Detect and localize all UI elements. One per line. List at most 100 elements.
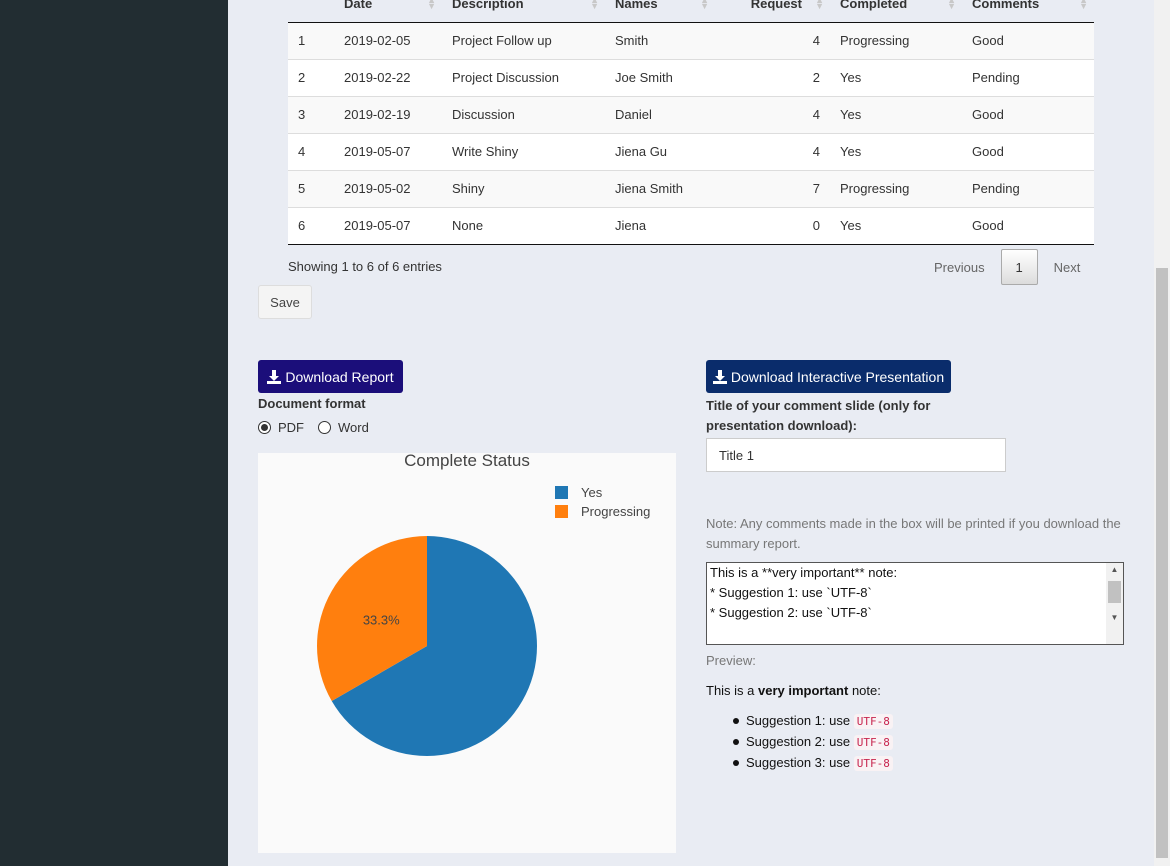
pagination: Previous 1 Next [918,249,1096,285]
page-1-button[interactable]: 1 [1000,249,1038,285]
pie-slices: 33.3% [317,536,537,756]
download-report-button[interactable]: Download Report [258,360,403,393]
chart-title: Complete Status [404,453,530,470]
list-item: Suggestion 3: use UTF-8 [733,753,893,774]
column-header-description[interactable]: Description ▲ ▼ [442,0,605,23]
cell-date: 2019-02-22 [334,58,442,96]
download-presentation-button[interactable]: Download Interactive Presentation [706,360,951,393]
document-format-label: Document format [258,396,366,411]
cell-request: 4 [715,132,830,170]
cell-names: Jiena Gu [605,132,715,170]
column-header-completed[interactable]: Completed ▲ ▼ [830,0,962,23]
cell-comments: Pending [962,169,1094,207]
sort-icon: ▲ ▼ [700,0,709,11]
preview-text: This is a very important note: [706,683,881,698]
comments-note: Note: Any comments made in the box will … [706,516,1121,551]
textarea-line: This is a **very important** note: [710,565,898,580]
preview-label: Preview: [706,653,756,668]
column-header-date[interactable]: Date ▲ ▼ [334,0,442,23]
cell-completed: Progressing [830,21,962,59]
cell-description: Discussion [442,95,605,133]
comments-textarea[interactable]: This is a **very important** note: * Sug… [706,562,1124,645]
cell-index: 6 [288,206,334,245]
sort-icon: ▲ ▼ [947,0,956,11]
previous-page-button[interactable]: Previous [934,259,985,275]
column-header-names[interactable]: Names ▲ ▼ [605,0,715,23]
next-page-button[interactable]: Next [1053,259,1081,275]
download-icon [712,369,727,384]
preview-bold-text: very important [758,683,849,698]
table-row[interactable]: 6 2019-05-07 None Jiena 0 Yes Good [288,206,1094,245]
table-info: Showing 1 to 6 of 6 entries [288,259,442,274]
cell-request: 0 [715,206,830,245]
slide-title-input[interactable] [706,438,1006,472]
cell-description: Project Follow up [442,21,605,59]
cell-completed: Yes [830,132,962,170]
scroll-down-icon[interactable]: ▼ [1110,613,1119,622]
column-header-comments[interactable]: Comments ▲ ▼ [962,0,1094,23]
cell-names: Jiena [605,206,715,245]
page-scrollbar[interactable] [1154,0,1170,866]
cell-date: 2019-05-07 [334,132,442,170]
sort-icon: ▲ ▼ [427,0,436,11]
slide-title-label: Title of your comment slide (only for pr… [706,398,931,433]
legend-label[interactable]: Progressing [581,504,650,519]
cell-names: Joe Smith [605,58,715,96]
cell-request: 4 [715,21,830,59]
complete-status-chart: Complete Status 33.3% Yes Progressing [258,451,676,853]
cell-completed: Yes [830,58,962,96]
pie-slice-yes[interactable] [331,536,537,756]
data-table: Date ▲ ▼ Description ▲ ▼ Names ▲ ▼ Request ▲ ▼ C… [288,0,1094,245]
main-content: Date ▲ ▼ Description ▲ ▼ Names ▲ ▼ Request ▲ ▼ C… [228,0,1154,866]
sidebar [0,0,228,866]
textarea-scrollbar[interactable]: ▲ ▼ [1106,563,1123,644]
download-report-label: Download Report [285,368,394,385]
table-header-row: Date ▲ ▼ Description ▲ ▼ Names ▲ ▼ Request ▲ ▼ C… [288,0,1094,23]
sort-icon: ▲ ▼ [815,0,824,11]
cell-index: 3 [288,95,334,133]
cell-names: Smith [605,21,715,59]
table-row[interactable]: 5 2019-05-02 Shiny Jiena Smith 7 Progres… [288,169,1094,207]
page-scroll-thumb[interactable] [1156,268,1168,858]
column-header-request[interactable]: Request ▲ ▼ [715,0,830,23]
radio-pdf[interactable]: PDF [258,420,304,435]
cell-comments: Pending [962,58,1094,96]
data-table-container: Date ▲ ▼ Description ▲ ▼ Names ▲ ▼ Request ▲ ▼ C… [288,0,1094,245]
table-row[interactable]: 1 2019-02-05 Project Follow up Smith 4 P… [288,21,1094,59]
cell-index: 1 [288,21,334,59]
legend-swatch[interactable] [555,505,568,518]
preview-suggestion-list: Suggestion 1: use UTF-8 Suggestion 2: us… [706,711,893,774]
column-header-index[interactable] [288,0,334,23]
legend-swatch[interactable] [555,486,568,499]
cell-date: 2019-02-19 [334,95,442,133]
table-row[interactable]: 4 2019-05-07 Write Shiny Jiena Gu 4 Yes … [288,132,1094,170]
cell-date: 2019-05-07 [334,206,442,245]
chart-legend: Yes Progressing [555,485,650,519]
radio-circle-word[interactable] [318,421,331,434]
scroll-up-icon[interactable]: ▲ [1110,565,1119,574]
legend-label[interactable]: Yes [581,485,603,500]
textarea-line: * Suggestion 2: use `UTF-8` [710,605,872,620]
radio-label-pdf: PDF [278,420,304,435]
cell-request: 7 [715,169,830,207]
cell-comments: Good [962,21,1094,59]
download-presentation-label: Download Interactive Presentation [730,368,945,385]
save-button[interactable]: Save [258,285,312,319]
pie-slice-progressing[interactable] [317,536,427,701]
radio-circle-pdf[interactable] [258,421,271,434]
code-snippet: UTF-8 [853,714,893,729]
cell-index: 2 [288,58,334,96]
cell-completed: Yes [830,206,962,245]
cell-names: Jiena Smith [605,169,715,207]
download-icon [267,369,282,384]
cell-comments: Good [962,206,1094,245]
cell-names: Daniel [605,95,715,133]
sort-icon: ▲ ▼ [590,0,599,11]
table-row[interactable]: 2 2019-02-22 Project Discussion Joe Smit… [288,58,1094,96]
radio-word[interactable]: Word [318,420,369,435]
table-row[interactable]: 3 2019-02-19 Discussion Daniel 4 Yes Goo… [288,95,1094,133]
cell-request: 2 [715,58,830,96]
list-item: Suggestion 1: use UTF-8 [733,711,893,732]
list-item: Suggestion 2: use UTF-8 [733,732,893,753]
textarea-scroll-thumb[interactable] [1108,581,1121,603]
